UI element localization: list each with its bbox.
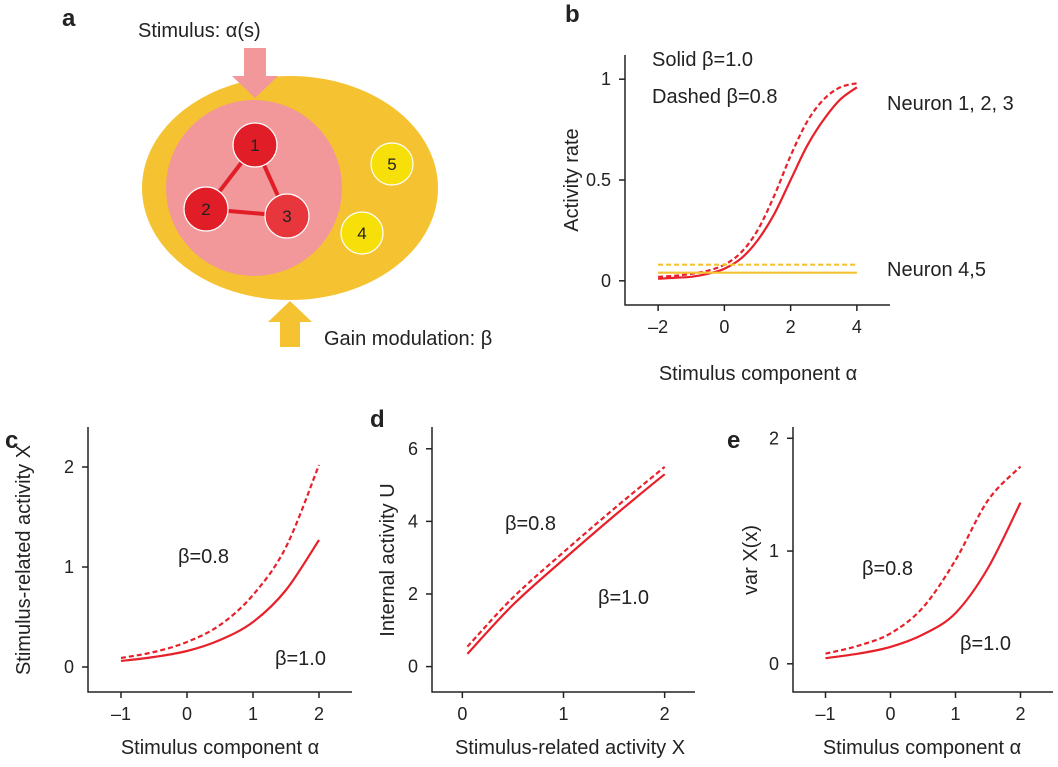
- node-3: 3: [264, 193, 310, 239]
- panel-letter-b: b: [565, 1, 580, 28]
- stimulus-arrow-icon: [232, 48, 278, 98]
- y-tick-label: 0: [64, 657, 74, 677]
- annotation-label: Neuron 1, 2, 3: [887, 93, 1014, 115]
- x-tick-label: 2: [314, 704, 324, 724]
- node-5: 5: [370, 142, 414, 186]
- panel-letter-c: c: [5, 427, 18, 454]
- series-line-dashed-red: [825, 465, 1022, 655]
- y-tick-label: 1: [769, 541, 779, 561]
- y-tick-label: 1: [601, 69, 611, 89]
- y-axis-label: var X(x): [740, 525, 762, 595]
- x-axis-label: Stimulus-related activity X: [455, 737, 685, 759]
- svg-text:4: 4: [357, 224, 366, 243]
- svg-text:1: 1: [250, 136, 259, 155]
- node-2: 2: [183, 186, 229, 232]
- x-tick-label: 0: [457, 704, 467, 724]
- node-1: 1: [232, 122, 278, 168]
- panel-letter-d: d: [370, 406, 385, 433]
- series-line-dashed-red: [120, 464, 321, 660]
- x-tick-label: 1: [558, 704, 568, 724]
- svg-text:2: 2: [201, 200, 210, 219]
- x-tick-label: 2: [786, 317, 796, 337]
- gain-label: Gain modulation: β: [324, 328, 492, 350]
- annotation-label: β=1.0: [960, 633, 1011, 655]
- x-tick-label: 0: [182, 704, 192, 724]
- annotation-label: Neuron 4,5: [887, 259, 986, 281]
- x-axis-label: Stimulus component α: [121, 737, 319, 759]
- chart-e: e –1 0 1 2 0 1 2 Stimulus component α var X(x) β=0…: [727, 427, 1053, 759]
- stimulus-label: Stimulus: α(s): [138, 20, 261, 42]
- svg-text:5: 5: [387, 155, 396, 174]
- series-line-dashed-red: [466, 466, 666, 648]
- node-4: 4: [340, 211, 384, 255]
- series-line-solid-red: [658, 86, 858, 280]
- series-line-solid-red: [825, 502, 1022, 660]
- y-tick-label: 6: [408, 439, 418, 459]
- annotation-label: β=0.8: [178, 546, 229, 568]
- y-tick-label: 0.5: [586, 170, 611, 190]
- annotation-label: Dashed β=0.8: [652, 86, 777, 108]
- y-axis-label: Stimulus-related activity X: [13, 445, 35, 675]
- x-tick-label: 2: [1015, 704, 1025, 724]
- y-tick-label: 2: [408, 584, 418, 604]
- y-tick-label: 4: [408, 511, 418, 531]
- x-tick-label: 0: [719, 317, 729, 337]
- x-tick-label: 1: [248, 704, 258, 724]
- x-tick-label: 4: [852, 317, 862, 337]
- chart-d: d 0 1 2 0 2 4 6 Stimulus-related activity X Inter…: [370, 406, 695, 759]
- annotation-label: β=0.8: [862, 558, 913, 580]
- panel-letter-e: e: [727, 427, 740, 454]
- y-tick-label: 1: [64, 557, 74, 577]
- annotation-label: β=0.8: [505, 513, 556, 535]
- series-line-solid-red: [120, 539, 320, 663]
- panel-letter-a: a: [62, 5, 76, 32]
- chart-c: c –1 0 1 2 0 1 2 Stimulus component α Stimulus-re…: [5, 427, 352, 759]
- x-tick-label: 1: [950, 704, 960, 724]
- x-tick-label: 2: [660, 704, 670, 724]
- x-axis-label: Stimulus component α: [823, 737, 1021, 759]
- x-axis-label: Stimulus component α: [659, 363, 857, 385]
- x-tick-label: –1: [111, 704, 131, 724]
- series-line-dashed-red: [658, 82, 858, 278]
- x-tick-label: –1: [815, 704, 835, 724]
- y-tick-label: 2: [769, 428, 779, 448]
- y-tick-label: 0: [769, 654, 779, 674]
- annotation-label: β=1.0: [275, 648, 326, 670]
- y-axis-label: Activity rate: [561, 128, 583, 231]
- annotation-label: β=1.0: [598, 587, 649, 609]
- y-axis-label: Internal activity U: [377, 483, 399, 636]
- y-tick-label: 2: [64, 457, 74, 477]
- chart-b: b –2 0 2 4 0 0.5 1 Stimulus component α Activity …: [561, 1, 1014, 385]
- svg-text:3: 3: [282, 207, 291, 226]
- panel-a: a Stimulus: α(s) Gain modulation: β 1 2: [62, 5, 492, 350]
- x-tick-label: 0: [885, 704, 895, 724]
- gain-arrow-icon: [268, 301, 312, 347]
- annotation-label: Solid β=1.0: [652, 49, 753, 71]
- x-tick-label: –2: [648, 317, 668, 337]
- y-tick-label: 0: [601, 271, 611, 291]
- series-line-solid-red: [466, 473, 666, 655]
- y-tick-label: 0: [408, 657, 418, 677]
